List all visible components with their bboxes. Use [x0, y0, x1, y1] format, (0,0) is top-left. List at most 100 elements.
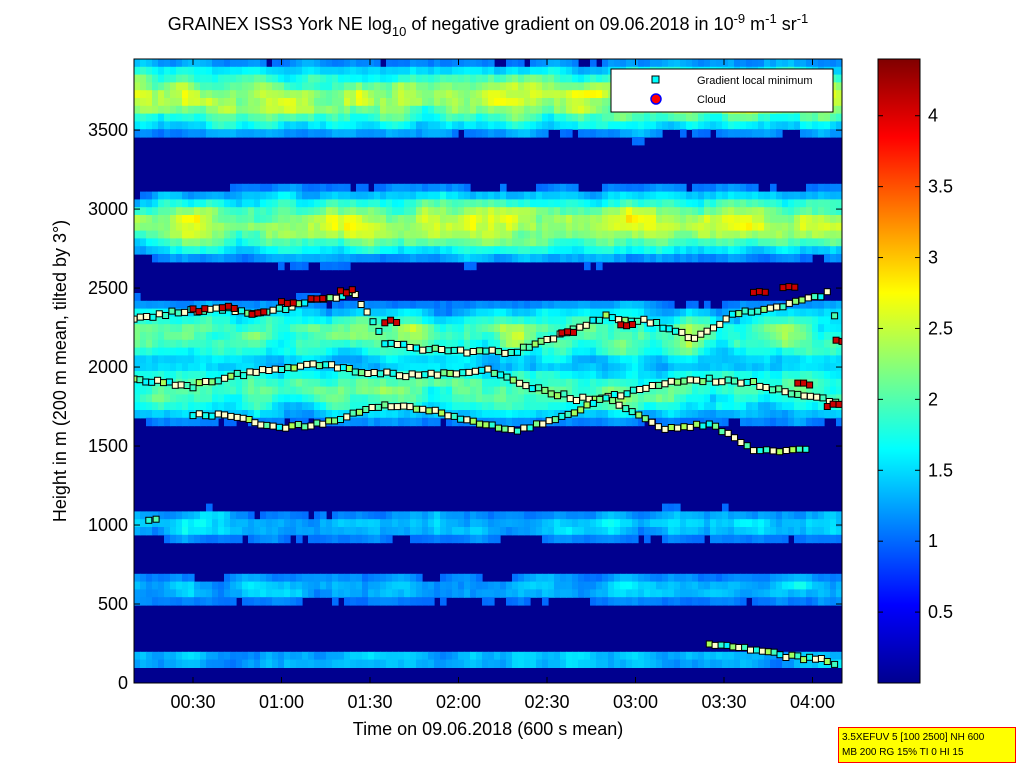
heatmap-cell: [326, 371, 333, 380]
heatmap-cell: [392, 519, 399, 528]
heatmap-cell: [596, 363, 603, 372]
heatmap-cell: [800, 527, 807, 536]
heatmap-cell: [134, 215, 141, 224]
heatmap-cell: [164, 410, 171, 419]
heatmap-cell: [152, 417, 159, 427]
heatmap-cell: [590, 519, 597, 528]
heatmap-cell: [266, 300, 273, 310]
heatmap-cell: [836, 222, 842, 232]
heatmap-cell: [482, 246, 489, 255]
heatmap-cell: [236, 254, 243, 263]
heatmap-cell: [434, 121, 441, 130]
heatmap-cell: [830, 215, 837, 224]
heatmap-cell: [740, 394, 747, 403]
heatmap-cell: [164, 316, 171, 325]
heatmap-cell: [590, 417, 597, 427]
heatmap-cell: [674, 121, 681, 130]
heatmap-cell: [440, 199, 447, 208]
heatmap-cell: [146, 573, 153, 583]
heatmap-cell: [686, 222, 693, 232]
heatmap-cell: [776, 215, 783, 224]
heatmap-cell: [422, 410, 429, 419]
heatmap-cell: [806, 589, 813, 598]
heatmap-cell: [578, 308, 585, 317]
heatmap-cell: [182, 339, 189, 349]
heatmap-cell: [212, 355, 219, 364]
heatmap-cell: [764, 207, 771, 216]
heatmap-cell: [566, 402, 573, 411]
heatmap-cell: [332, 113, 339, 122]
heatmap-cell: [602, 417, 609, 427]
heatmap-cell: [566, 59, 573, 68]
heatmap-cell: [188, 113, 195, 122]
heatmap-cell: [242, 215, 249, 224]
heatmap-cell: [290, 316, 297, 325]
heatmap-cell: [152, 82, 159, 91]
heatmap-cell: [206, 371, 213, 380]
heatmap-cell: [224, 511, 231, 520]
heatmap-cell: [806, 402, 813, 411]
heatmap-cell: [302, 332, 309, 341]
heatmap-cell: [458, 394, 465, 403]
heatmap-cell: [692, 300, 699, 310]
heatmap-cell: [518, 589, 525, 598]
heatmap-cell: [356, 207, 363, 216]
heatmap-cell: [614, 254, 621, 263]
heatmap-cell: [578, 332, 585, 341]
heatmap-cell: [452, 207, 459, 216]
heatmap-cell: [158, 410, 165, 419]
heatmap-cell: [524, 222, 531, 232]
heatmap-cell: [572, 519, 579, 528]
heatmap-cell: [458, 105, 465, 115]
heatmap-cell: [242, 59, 249, 68]
heatmap-cell: [614, 589, 621, 598]
heatmap-cell: [278, 316, 285, 325]
heatmap-cell: [458, 534, 465, 544]
heatmap-cell: [410, 74, 417, 83]
heatmap-cell: [302, 183, 309, 193]
heatmap-cell: [260, 534, 267, 544]
heatmap-cell: [440, 324, 447, 333]
heatmap-cell: [512, 230, 519, 239]
heatmap-cell: [794, 347, 801, 356]
heatmap-cell: [284, 527, 291, 536]
heatmap-cell: [398, 105, 405, 115]
heatmap-cell: [818, 402, 825, 411]
heatmap-cell: [656, 129, 663, 138]
heatmap-cell: [512, 254, 519, 263]
heatmap-cell: [206, 74, 213, 83]
heatmap-cell: [278, 90, 285, 99]
heatmap-cell: [680, 527, 687, 536]
heatmap-cell: [374, 191, 381, 200]
heatmap-cell: [830, 511, 837, 520]
heatmap-cell: [548, 82, 555, 91]
heatmap-cell: [380, 394, 387, 403]
heatmap-cell: [566, 246, 573, 255]
heatmap-cell: [806, 59, 813, 68]
heatmap-cell: [512, 113, 519, 122]
heatmap-cell: [692, 316, 699, 325]
heatmap-cell: [788, 207, 795, 216]
heatmap-cell: [422, 238, 429, 247]
heatmap-cell: [728, 191, 735, 200]
heatmap-cell: [806, 511, 813, 520]
heatmap-cell: [608, 417, 615, 427]
heatmap-cell: [704, 207, 711, 216]
heatmap-cell: [536, 199, 543, 208]
heatmap-cell: [332, 324, 339, 333]
heatmap-cell: [326, 324, 333, 333]
heatmap-cell: [410, 207, 417, 216]
heatmap-cell: [158, 589, 165, 598]
heatmap-cell: [578, 222, 585, 232]
heatmap-cell: [824, 191, 831, 200]
heatmap-cell: [494, 511, 501, 520]
heatmap-cell: [746, 339, 753, 349]
heatmap-cell: [428, 332, 435, 341]
heatmap-cell: [542, 238, 549, 247]
heatmap-cell: [698, 183, 705, 193]
heatmap-cell: [194, 324, 201, 333]
heatmap-cell: [386, 66, 393, 76]
heatmap-cell: [218, 254, 225, 263]
heatmap-plot-area: [134, 59, 842, 683]
heatmap-cell: [698, 534, 705, 544]
